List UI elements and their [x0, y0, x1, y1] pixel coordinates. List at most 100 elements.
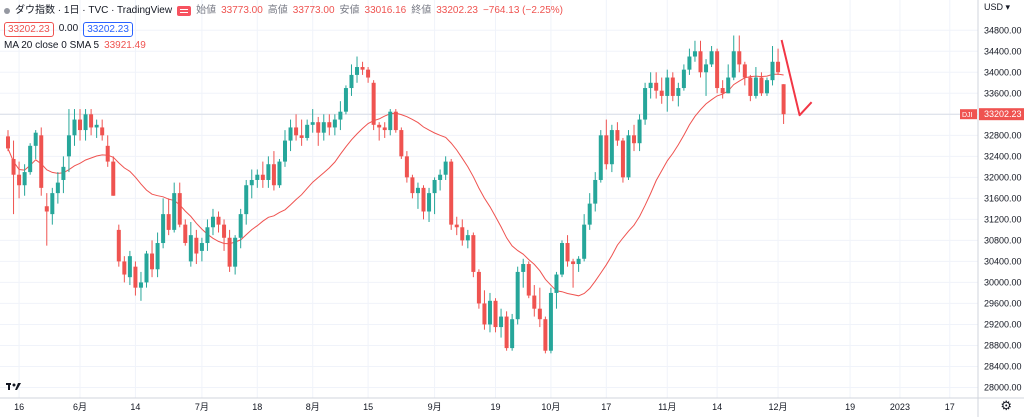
- candle-body: [194, 237, 199, 254]
- candle-body: [604, 135, 609, 165]
- candle-body: [155, 243, 160, 270]
- candle-body: [471, 235, 476, 272]
- time-tick-label: 8月: [306, 402, 320, 412]
- change-value: −764.13 (−2.25%): [482, 5, 564, 16]
- candle-body: [582, 224, 587, 259]
- candle-body: [637, 119, 642, 144]
- candle-body: [271, 164, 276, 186]
- price-tick-label: 32000.00: [984, 172, 1022, 182]
- candle-body: [404, 156, 409, 178]
- candle-body: [305, 124, 310, 138]
- candle-body: [366, 69, 371, 78]
- time-tick-label: 19: [491, 402, 501, 412]
- candle-body: [94, 124, 99, 128]
- candle-body: [244, 185, 249, 215]
- candle-body: [521, 264, 526, 272]
- price-tick-label: 31200.00: [984, 214, 1022, 224]
- candle-body: [764, 80, 769, 94]
- candle-body: [510, 319, 515, 349]
- candle-body: [6, 136, 10, 149]
- candle-body: [294, 127, 299, 136]
- candle-body: [105, 145, 110, 162]
- candle-body: [692, 51, 697, 57]
- candle-body: [670, 77, 675, 96]
- candle-body: [338, 111, 343, 120]
- indicator-row[interactable]: MA 20 close 0 SMA 5 33921.49: [4, 38, 563, 54]
- candle-body: [726, 77, 731, 94]
- candle-body: [648, 82, 653, 89]
- candle-body: [443, 161, 448, 175]
- candle-body: [720, 88, 725, 94]
- candle-body: [161, 214, 166, 244]
- candle-body: [526, 264, 531, 296]
- spread-value: 0.00: [58, 23, 79, 34]
- buy-button[interactable]: 33202.23: [83, 21, 133, 37]
- trade-row: 33202.23 0.00 33202.23: [4, 21, 563, 37]
- ma-indicator-label[interactable]: MA 20 close 0 SMA 5: [4, 40, 100, 51]
- currency-label[interactable]: USD ▾: [984, 2, 1011, 12]
- candle-body: [770, 61, 775, 81]
- candle-body: [288, 127, 293, 141]
- candle-body: [753, 77, 758, 96]
- low-value: 33016.16: [364, 5, 407, 16]
- high-value: 33773.00: [292, 5, 335, 16]
- candle-body: [310, 122, 315, 125]
- candle-body: [537, 308, 542, 320]
- candle-body: [554, 274, 559, 293]
- candle-body: [665, 77, 670, 96]
- price-tick-label: 28400.00: [984, 361, 1022, 371]
- candle-body: [238, 214, 243, 238]
- candle-body: [560, 243, 564, 275]
- candle-body: [571, 261, 576, 265]
- candle-body: [681, 69, 686, 89]
- price-tick-label: 30000.00: [984, 277, 1022, 287]
- status-dot-icon: [4, 8, 10, 14]
- symbol-title[interactable]: ダウ指数 · 1日 · TVC · TradingView: [15, 5, 173, 16]
- candle-body: [371, 82, 376, 125]
- candle-body: [515, 271, 520, 320]
- open-value: 33773.00: [221, 5, 263, 16]
- candle-body: [66, 135, 71, 157]
- time-tick-label: 19: [845, 402, 855, 412]
- last-price-tag: [979, 108, 1024, 121]
- candle-body: [216, 216, 221, 225]
- candle-body: [205, 227, 210, 244]
- candle-body: [360, 67, 365, 70]
- price-tick-label: 32400.00: [984, 151, 1022, 161]
- candle-body: [654, 82, 659, 91]
- candle-body: [704, 64, 709, 73]
- candle-body: [449, 161, 454, 225]
- candle-body: [133, 266, 138, 288]
- tradingview-logo-icon: [12, 383, 16, 387]
- candle-body: [150, 253, 155, 270]
- candle-body: [587, 203, 592, 225]
- candle-body: [493, 300, 498, 328]
- price-tick-label: 30800.00: [984, 235, 1022, 245]
- price-tick-label: 32800.00: [984, 130, 1022, 140]
- candle-body: [260, 174, 265, 180]
- candle-body: [715, 51, 720, 89]
- candle-body: [615, 130, 620, 141]
- gear-icon[interactable]: ⚙: [1000, 398, 1012, 413]
- candle-body: [100, 127, 105, 136]
- candle-body: [731, 51, 736, 78]
- time-tick-label: 18: [252, 402, 262, 412]
- candle-body: [138, 282, 143, 288]
- candle-body: [89, 114, 94, 128]
- candle-body: [393, 111, 398, 131]
- menu-icon[interactable]: [177, 6, 192, 16]
- candle-body: [39, 135, 44, 188]
- candle-body: [504, 316, 509, 349]
- candle-body: [576, 258, 581, 265]
- close-value: 33202.23: [436, 5, 478, 16]
- candle-body: [415, 187, 420, 194]
- time-tick-label: 14: [130, 402, 140, 412]
- candle-body: [28, 145, 33, 173]
- candle-body: [781, 84, 786, 115]
- candle-body: [78, 119, 83, 131]
- candle-body: [61, 166, 66, 180]
- candle-body: [709, 51, 714, 65]
- sell-button[interactable]: 33202.23: [4, 21, 54, 37]
